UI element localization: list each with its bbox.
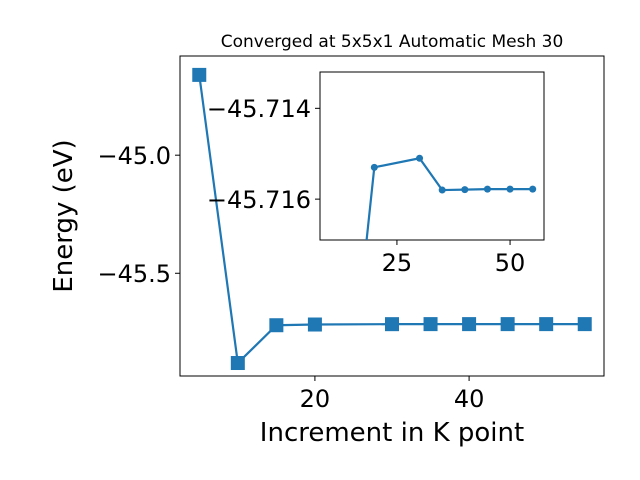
data-point — [462, 317, 477, 332]
x-tick-label: 50 — [495, 249, 526, 277]
data-point — [577, 317, 592, 332]
chart-title: Converged at 5x5x1 Automatic Mesh 30 — [221, 32, 564, 52]
data-point — [192, 67, 207, 82]
data-point — [370, 163, 378, 171]
inset-plot-frame — [319, 71, 545, 241]
y-tick-label: −45.714 — [207, 95, 311, 123]
inset-data-series — [365, 154, 537, 240]
data-point — [483, 185, 491, 193]
series-line — [365, 157, 533, 240]
x-tick-label: 40 — [454, 385, 485, 413]
data-point — [423, 317, 438, 332]
y-tick-label: −45.5 — [97, 260, 171, 288]
data-point — [269, 318, 284, 333]
series-line — [198, 74, 585, 366]
data-point — [539, 317, 554, 332]
data-point — [500, 317, 515, 332]
data-point — [307, 317, 322, 332]
y-tick-label: −45.0 — [97, 142, 171, 170]
y-axis-label: Energy (eV) — [49, 139, 79, 292]
x-axis-label: Increment in K point — [260, 418, 524, 448]
data-point — [529, 185, 537, 193]
y-tick-label: −45.716 — [207, 186, 311, 214]
main-data-series — [192, 67, 592, 371]
data-point — [230, 356, 245, 371]
x-tick-label: 20 — [300, 385, 331, 413]
main-plot-frame — [179, 55, 605, 377]
data-point — [385, 317, 399, 332]
data-point — [438, 186, 446, 194]
main-axis-ticks: 20 40 −45.0 −45.5 — [97, 142, 484, 413]
data-point — [461, 186, 469, 194]
inset-axis-ticks: 25 50 −45.716 −45.714 — [207, 95, 525, 277]
data-point — [506, 185, 514, 193]
data-point — [416, 154, 424, 162]
x-tick-label: 25 — [382, 249, 413, 277]
